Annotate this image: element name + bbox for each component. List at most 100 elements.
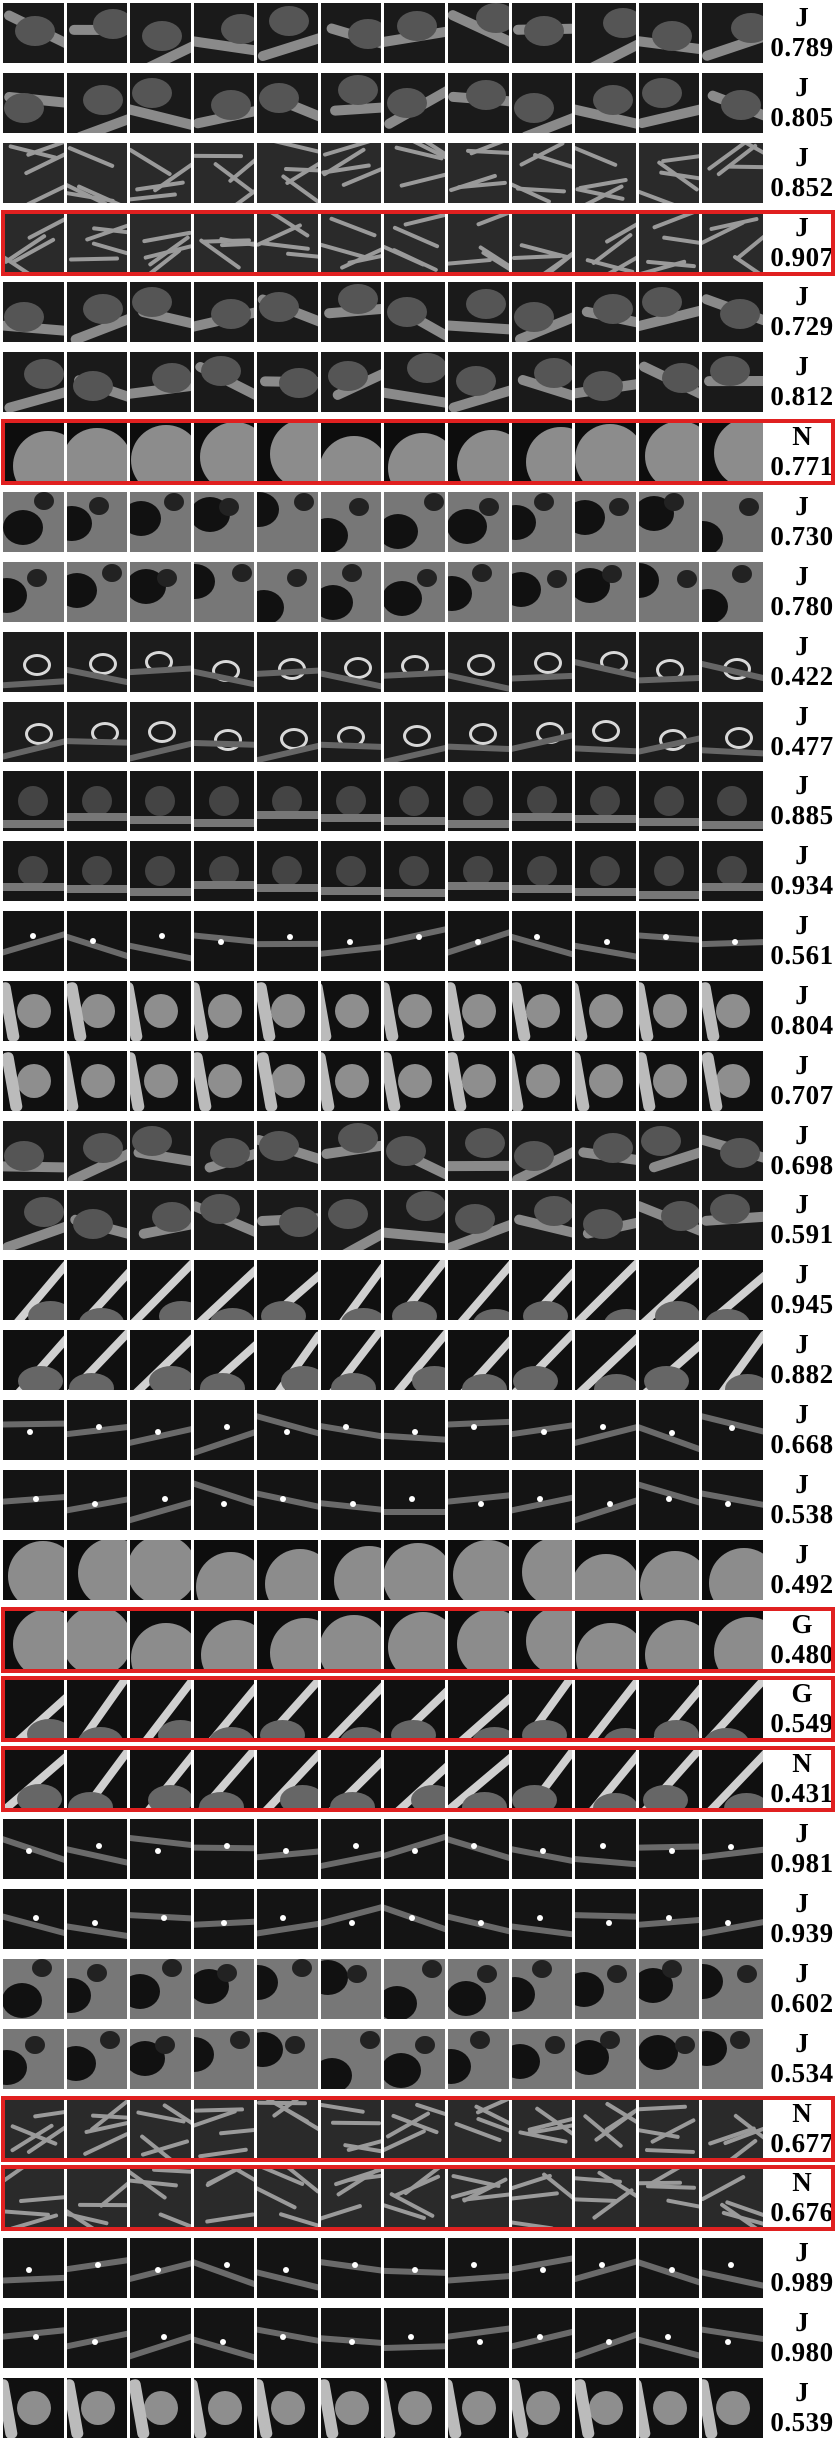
- sample-row: J 0.939: [0, 1886, 838, 1952]
- ct-patch-image: [3, 282, 64, 342]
- sample-row: J 0.804: [0, 978, 838, 1044]
- ct-patch-image: [448, 2168, 509, 2228]
- ct-patch-image: [511, 771, 573, 831]
- ct-patch-image: [193, 492, 255, 552]
- ct-patch-image: [193, 2029, 255, 2089]
- patch-strip: [3, 1051, 763, 1111]
- ct-patch-image: [320, 2308, 382, 2368]
- sample-row: J 0.591: [0, 1187, 838, 1253]
- ct-patch-image: [448, 1889, 509, 1949]
- ct-patch-image: [193, 73, 255, 133]
- sample-row: N 0.771: [0, 419, 838, 485]
- ct-patch-image: [257, 1889, 318, 1949]
- patch-strip: [3, 2308, 763, 2368]
- sample-row: N 0.676: [0, 2165, 838, 2231]
- ct-patch-image: [257, 702, 318, 762]
- class-label: J: [795, 631, 809, 661]
- ct-patch-image: [638, 213, 700, 273]
- ct-patch-image: [257, 2378, 318, 2438]
- ct-patch-image: [702, 2378, 763, 2438]
- ct-patch-image: [511, 492, 573, 552]
- patch-strip: [3, 981, 763, 1041]
- ct-patch-image: [702, 1051, 763, 1111]
- ct-patch-image: [448, 1121, 509, 1181]
- ct-patch-image: [638, 422, 700, 482]
- ct-patch-image: [130, 73, 191, 133]
- ct-patch-image: [638, 2168, 700, 2228]
- ct-patch-image: [66, 2099, 128, 2159]
- ct-patch-image: [638, 1749, 700, 1809]
- score-label: 0.882: [770, 1359, 834, 1389]
- ct-patch-image: [702, 771, 763, 831]
- ct-patch-image: [575, 702, 636, 762]
- sample-row: J 0.539: [0, 2375, 838, 2441]
- ct-patch-image: [3, 352, 64, 412]
- ct-patch-image: [448, 632, 509, 692]
- ct-patch-image: [448, 771, 509, 831]
- ct-patch-image: [384, 1051, 446, 1111]
- ct-patch-image: [575, 1959, 636, 2019]
- ct-patch-image: [130, 2308, 191, 2368]
- ct-patch-image: [575, 1470, 636, 1530]
- class-label: J: [795, 1539, 809, 1569]
- ct-patch-image: [320, 143, 382, 203]
- score-label: 0.707: [770, 1080, 834, 1110]
- ct-patch-image: [638, 2378, 700, 2438]
- ct-patch-image: [702, 562, 763, 622]
- ct-patch-image: [66, 1749, 128, 1809]
- ct-patch-image: [3, 841, 64, 901]
- score-label: 0.422: [770, 661, 834, 691]
- sample-row: J 0.789: [0, 0, 838, 66]
- ct-patch-image: [257, 1819, 318, 1879]
- ct-patch-image: [702, 1889, 763, 1949]
- ct-patch-image: [130, 492, 191, 552]
- ct-patch-image: [193, 1819, 255, 1879]
- sample-row: N 0.677: [0, 2096, 838, 2162]
- ct-patch-image: [3, 632, 64, 692]
- class-label: J: [795, 1958, 809, 1988]
- ct-patch-image: [130, 143, 191, 203]
- row-label: G 0.480: [766, 1609, 838, 1669]
- ct-patch-image: [257, 213, 318, 273]
- row-label: J 0.852: [766, 142, 838, 202]
- ct-patch-image: [638, 562, 700, 622]
- ct-patch-image: [320, 1679, 382, 1739]
- patch-strip: [3, 2378, 763, 2438]
- score-label: 0.431: [770, 1778, 834, 1808]
- ct-patch-image: [702, 1540, 763, 1600]
- ct-patch-image: [193, 1400, 255, 1460]
- ct-patch-image: [638, 632, 700, 692]
- score-label: 0.771: [770, 451, 834, 481]
- sample-row: J 0.882: [0, 1327, 838, 1393]
- ct-patch-image: [320, 1260, 382, 1320]
- ct-patch-image: [257, 2099, 318, 2159]
- ct-patch-image: [448, 2238, 509, 2298]
- ct-patch-image: [193, 981, 255, 1041]
- ct-patch-image: [320, 1749, 382, 1809]
- ct-patch-image: [511, 2099, 573, 2159]
- row-label: J 0.591: [766, 1189, 838, 1249]
- ct-patch-image: [384, 702, 446, 762]
- ct-patch-image: [511, 1190, 573, 1250]
- ct-patch-image: [257, 422, 318, 482]
- ct-patch-image: [702, 1260, 763, 1320]
- sample-row: G 0.549: [0, 1676, 838, 1742]
- ct-patch-image: [384, 1679, 446, 1739]
- ct-patch-image: [257, 771, 318, 831]
- ct-patch-image: [66, 562, 128, 622]
- sample-row: N 0.431: [0, 1746, 838, 1812]
- ct-patch-image: [257, 1610, 318, 1670]
- ct-patch-image: [257, 492, 318, 552]
- ct-patch-image: [638, 1470, 700, 1530]
- ct-patch-image: [130, 1190, 191, 1250]
- row-label: J 0.539: [766, 2377, 838, 2437]
- patch-strip: [3, 2029, 763, 2089]
- ct-patch-image: [257, 911, 318, 971]
- sample-row: J 0.812: [0, 349, 838, 415]
- ct-patch-image: [638, 73, 700, 133]
- ct-patch-image: [193, 213, 255, 273]
- ct-patch-image: [193, 352, 255, 412]
- ct-patch-image: [3, 1540, 64, 1600]
- ct-patch-image: [702, 981, 763, 1041]
- ct-patch-image: [257, 352, 318, 412]
